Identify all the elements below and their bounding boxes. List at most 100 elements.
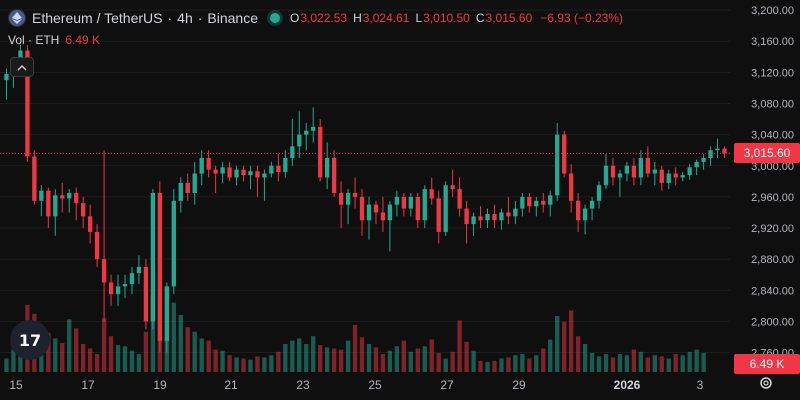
candle-body [192,173,197,194]
volume-bar [67,319,72,372]
candle-body [199,157,204,174]
candle-body [568,173,574,201]
candle-body [701,157,706,162]
ethereum-icon[interactable] [8,9,26,27]
volume-legend[interactable]: Vol · ETH 6.49 K [8,33,100,47]
time-tick-label: 17 [81,378,95,392]
volume-bar [555,316,560,372]
volume-bar [589,352,595,372]
candle-body [708,150,713,158]
volume-bar [206,340,211,372]
candle-body [352,193,358,197]
time-axis: 15 17 19 21 23 25 27 29 2026 3 [9,378,703,392]
candle-body [220,167,225,174]
volume-bar [255,356,260,372]
volume-bar [269,355,274,372]
volume-bar [311,336,316,372]
time-tick-label: 21 [224,378,238,392]
candle-body [143,266,149,322]
candle-body [108,282,114,295]
volume-bar [352,324,358,372]
candle-body [610,165,616,178]
candle-body [589,200,595,209]
volume-bar [373,347,379,372]
candle-body [408,196,413,209]
low-label: L [415,11,423,25]
volume-bar [94,354,100,372]
volume-bar [380,354,386,372]
volume-bar [499,358,504,372]
candle-body [255,171,260,178]
volume-bar [548,339,553,372]
price-tick-label: 3,040.00 [751,130,794,142]
collapse-legend-button[interactable] [10,57,34,77]
volume-bar [234,357,239,372]
volume-bar [673,354,678,372]
time-tick-label: 19 [153,378,167,392]
candle-body [345,193,351,205]
volume-bar [408,351,413,372]
high-value: 3,024.61 [362,11,410,25]
market-open-dot-icon[interactable] [270,13,280,23]
candle-body [436,198,441,232]
candle-body [297,134,302,147]
candle-body [450,185,455,190]
volume-bar [429,339,434,372]
candle-body [136,266,142,274]
candle-body [534,200,539,207]
interval[interactable]: 4h [177,10,193,26]
volume-bar [185,327,190,372]
high-label: H [353,11,362,25]
volume-bar [331,348,337,372]
volume-bar [582,344,588,372]
settings-button[interactable] [757,376,775,394]
close-value: 3,015.60 [485,11,533,25]
candle-body [87,216,93,232]
volume-value: 6.49 K [65,33,101,47]
symbol-name[interactable]: Ethereum / TetherUS [32,10,163,26]
current-price-label: 3,015.60 [734,143,800,164]
candle-body [241,169,246,176]
candle-body [617,173,623,178]
tradingview-logo[interactable]: 17 [10,320,50,360]
candle-body [178,182,183,201]
candle-body [694,161,699,168]
candle-body [541,200,546,205]
candle-body [659,169,664,183]
volume-bar [359,337,365,372]
volume-bar [492,360,497,372]
candle-body [555,134,560,196]
candle-body [129,273,135,285]
volume-bar [199,338,204,372]
candle-body [60,195,65,199]
candle-body [4,73,9,81]
candle-body [457,189,462,209]
volume-bar [694,349,699,372]
volume-bar [304,344,309,372]
candle-body [513,208,518,217]
candle-body [94,231,100,260]
candle-body [631,165,637,178]
volume-bar [631,349,637,372]
candlesticks [4,45,727,353]
candle-body [81,203,86,217]
candle-body [290,146,295,158]
candle-body [429,189,434,199]
candle-body [46,190,51,217]
volume-bar [87,348,93,372]
volume-bar [596,356,602,372]
volume-bar [617,354,623,372]
volume-bar [4,358,9,372]
volume-bar [143,331,149,372]
volume-bar [366,344,372,372]
candle-body [471,216,476,225]
exchange[interactable]: Binance [207,10,258,26]
current-volume-label: 6.49 K [734,354,800,374]
volume-bar [443,358,448,372]
candle-body [39,190,44,201]
volume-bar [520,354,525,372]
volume-bar [11,349,16,372]
volume-bar [541,348,546,372]
candle-body [401,196,407,209]
